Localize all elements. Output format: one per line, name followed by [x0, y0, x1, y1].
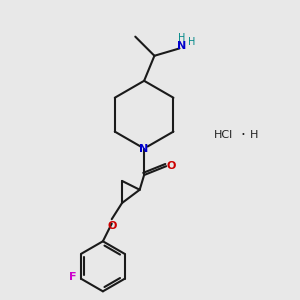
Text: H: H	[178, 33, 185, 43]
Text: ·: ·	[240, 128, 245, 143]
Text: HCl: HCl	[214, 130, 233, 140]
Text: O: O	[107, 221, 116, 231]
Text: N: N	[140, 143, 149, 154]
Text: N: N	[177, 41, 186, 51]
Text: F: F	[69, 272, 77, 282]
Text: O: O	[167, 160, 176, 171]
Text: H: H	[188, 37, 195, 46]
Text: H: H	[250, 130, 259, 140]
